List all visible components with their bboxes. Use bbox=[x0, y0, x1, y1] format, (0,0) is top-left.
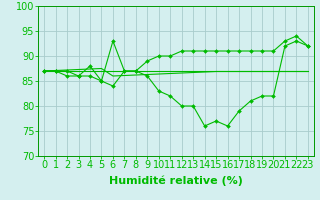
X-axis label: Humidité relative (%): Humidité relative (%) bbox=[109, 176, 243, 186]
